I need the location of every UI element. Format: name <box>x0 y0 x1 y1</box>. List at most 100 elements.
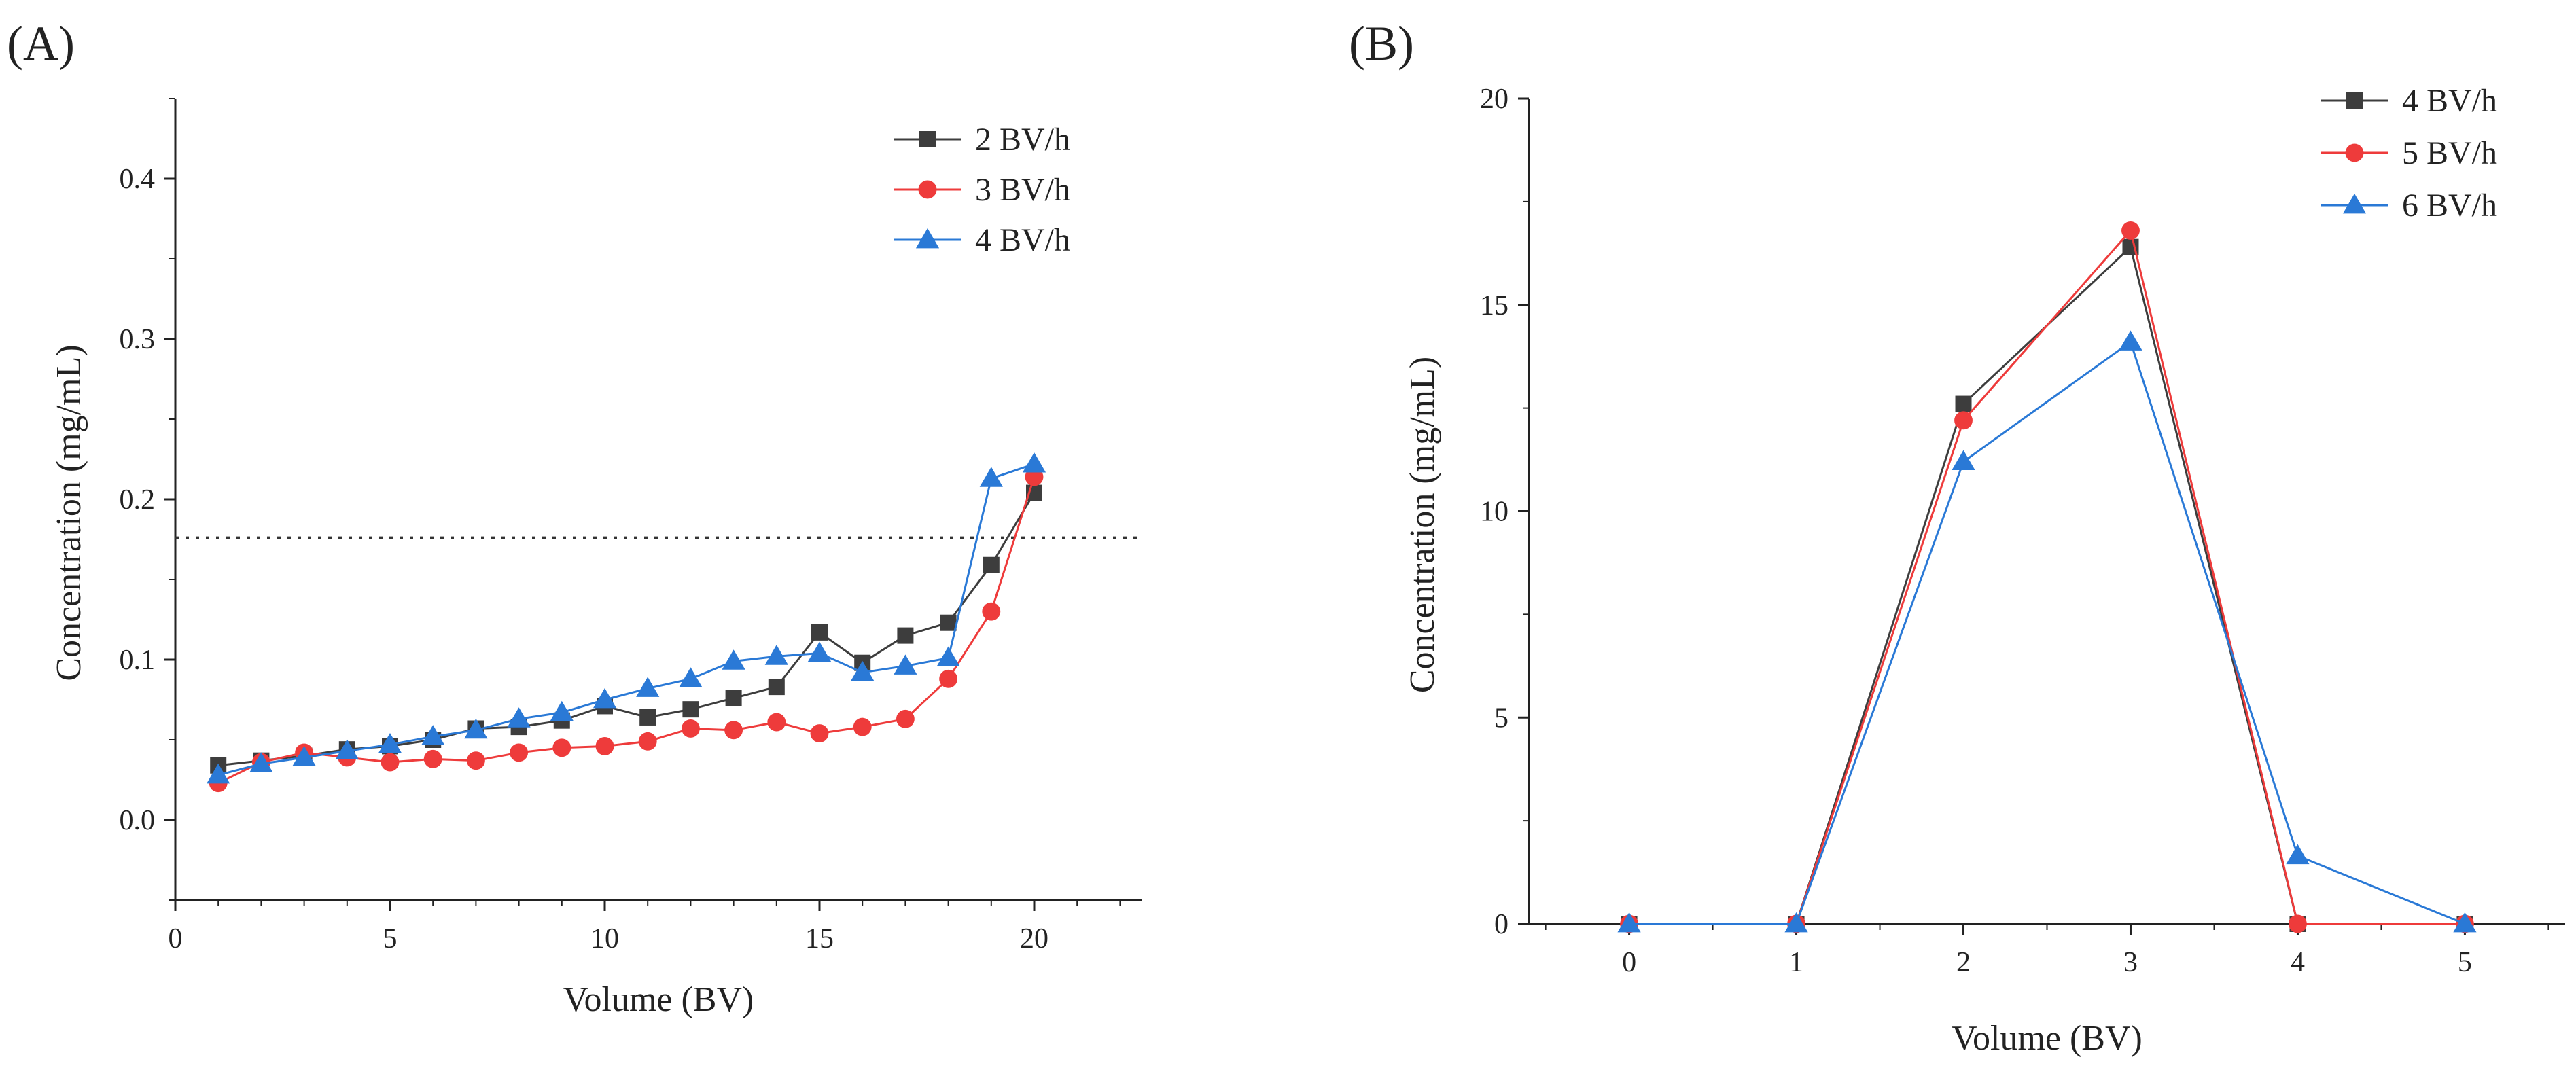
x-tick-label: 3 <box>2123 947 2138 978</box>
data-point <box>2119 330 2142 351</box>
series-line <box>1629 228 2465 925</box>
data-point <box>378 732 402 753</box>
x-axis-title: Volume (BV) <box>563 980 754 1019</box>
legend-marker <box>915 228 940 249</box>
data-point <box>464 718 488 739</box>
legend-label: 5 BV/h <box>2402 135 2497 171</box>
data-point <box>722 649 745 670</box>
data-point <box>897 627 914 644</box>
x-tick-label: 4 <box>2291 947 2305 978</box>
x-tick-label: 0 <box>169 923 183 954</box>
data-point <box>681 719 700 738</box>
legend-marker <box>2346 92 2363 109</box>
y-axis-title: Concentration (mg/mL) <box>1403 357 1442 693</box>
panel-label: (A) <box>7 16 75 71</box>
y-tick-label: 0.0 <box>120 805 156 836</box>
chart-panel-a: (A) 0 5 10 15 20 0.0 0.1 0.2 0.3 0.4 Volume (BV) Con… <box>7 16 1142 1019</box>
data-point <box>982 602 1001 621</box>
data-point <box>894 654 917 675</box>
data-point <box>2286 844 2310 865</box>
series-4-bv-h <box>1621 238 2473 932</box>
y-tick-label: 20 <box>1480 84 1508 115</box>
data-point <box>810 724 829 743</box>
data-point <box>593 687 617 709</box>
data-point <box>853 717 872 736</box>
legend-label: 6 BV/h <box>2402 187 2497 223</box>
data-point <box>552 738 571 757</box>
data-point <box>507 707 531 728</box>
legend-marker <box>919 131 936 147</box>
data-point <box>725 690 742 706</box>
data-point <box>638 732 657 751</box>
data-point <box>510 743 529 762</box>
data-point <box>1617 912 1641 933</box>
data-point <box>724 721 743 740</box>
data-point <box>768 679 785 696</box>
data-point <box>207 763 230 784</box>
data-point <box>940 614 957 631</box>
data-point <box>421 725 445 745</box>
legend-label: 4 BV/h <box>975 222 1070 258</box>
data-point <box>636 677 660 697</box>
x-tick-label: 15 <box>805 923 834 954</box>
data-point <box>936 646 960 667</box>
data-point <box>682 701 699 718</box>
series-line <box>1629 245 2465 925</box>
series-3-bv-h <box>209 467 1044 793</box>
legend-marker <box>2345 143 2364 162</box>
legend-label: 3 BV/h <box>975 172 1070 208</box>
data-point <box>550 700 574 721</box>
y-tick-label: 5 <box>1494 702 1508 734</box>
data-point <box>2453 912 2477 933</box>
data-point <box>1952 450 1975 471</box>
series-5-bv-h <box>1620 221 2474 933</box>
data-point <box>983 556 1000 573</box>
y-tick-label: 0.1 <box>120 645 156 676</box>
data-point <box>2121 221 2140 240</box>
y-tick-label: 10 <box>1480 497 1508 528</box>
x-tick-label: 0 <box>1622 947 1636 978</box>
x-tick-label: 10 <box>590 923 619 954</box>
data-point <box>764 645 788 665</box>
y-tick-label: 0 <box>1494 909 1508 940</box>
data-point <box>767 713 786 732</box>
y-tick-label: 0.3 <box>120 324 156 355</box>
x-tick-label: 2 <box>1956 947 1971 978</box>
data-point <box>2289 914 2307 933</box>
data-point <box>292 745 316 766</box>
legend: 4 BV/h 5 BV/h 6 BV/h <box>2321 83 2497 223</box>
panel-label: (B) <box>1349 16 1414 71</box>
series-4-bv-h <box>207 452 1046 784</box>
x-tick-label: 20 <box>1020 923 1048 954</box>
series-line <box>1629 340 2465 925</box>
series-6-bv-h <box>1617 330 2477 933</box>
data-point <box>423 749 442 768</box>
x-axis-title: Volume (BV) <box>1952 1019 2142 1058</box>
y-tick-label: 0.2 <box>120 484 156 516</box>
data-point <box>1784 912 1808 933</box>
x-tick-label: 5 <box>383 923 398 954</box>
data-point <box>851 660 875 681</box>
data-point <box>811 624 828 641</box>
legend-label: 4 BV/h <box>2402 83 2497 119</box>
data-point <box>1954 411 1973 430</box>
data-point <box>807 641 832 662</box>
legend-marker <box>918 180 937 199</box>
data-point <box>249 752 273 772</box>
data-point <box>335 739 359 759</box>
legend-marker <box>2342 193 2367 214</box>
x-tick-label: 1 <box>1789 947 1803 978</box>
data-point <box>1022 452 1046 473</box>
data-point <box>939 669 958 688</box>
legend-label: 2 BV/h <box>975 122 1070 158</box>
data-point <box>896 709 915 728</box>
y-tick-label: 15 <box>1480 290 1508 321</box>
series-2-bv-h <box>210 484 1042 774</box>
y-axis-title: Concentration (mg/mL) <box>50 344 88 681</box>
legend: 2 BV/h 3 BV/h 4 BV/h <box>894 122 1070 258</box>
x-tick-label: 5 <box>2458 947 2472 978</box>
chart-panel-b: (B) 0 1 2 3 4 5 0 5 10 15 20 Volume (BV) Concentratio… <box>1349 16 2565 1058</box>
series-line <box>217 463 1035 776</box>
data-point <box>1955 395 1972 412</box>
